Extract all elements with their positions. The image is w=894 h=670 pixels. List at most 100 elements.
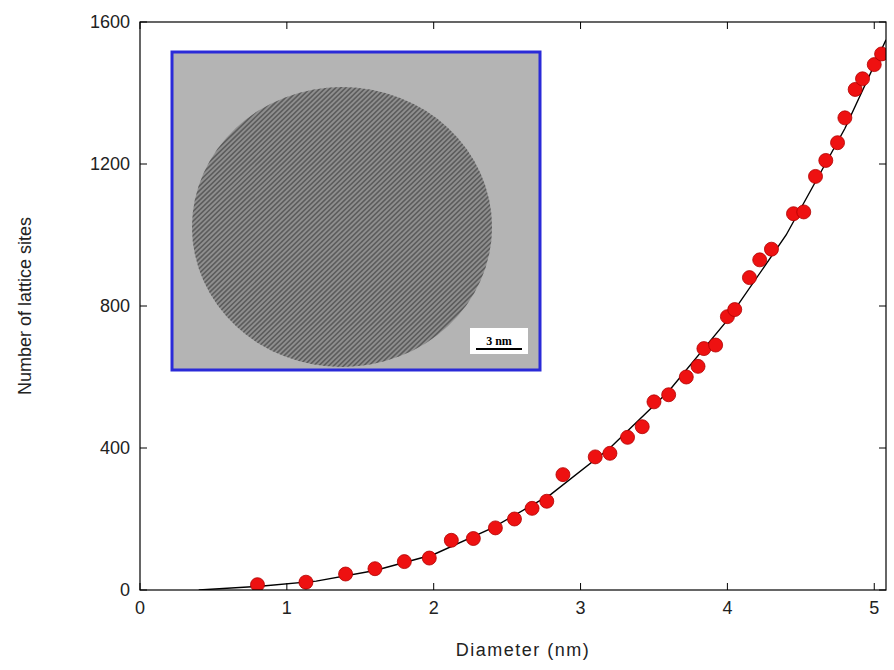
lattice-line xyxy=(372,72,692,382)
y-tick xyxy=(140,590,147,591)
data-point xyxy=(709,338,723,352)
data-point xyxy=(875,47,886,61)
x-tick-top xyxy=(433,22,434,29)
x-tick-label: 2 xyxy=(429,598,439,618)
lattice-line xyxy=(437,72,757,382)
lattice-line xyxy=(187,72,507,382)
chart: 3 nm012345040080012001600Diameter (nm)Nu… xyxy=(0,0,894,670)
data-point xyxy=(691,359,705,373)
data-point xyxy=(621,430,635,444)
data-point xyxy=(397,555,411,569)
x-tick xyxy=(874,583,875,590)
data-point xyxy=(679,370,693,384)
data-point xyxy=(422,551,436,565)
y-tick xyxy=(140,306,147,307)
lattice-line xyxy=(277,72,597,382)
lattice-line xyxy=(342,72,662,382)
x-tick xyxy=(433,583,434,590)
lattice-line xyxy=(217,72,537,382)
lattice-line xyxy=(432,72,752,382)
y-tick xyxy=(140,22,147,23)
data-point xyxy=(662,388,676,402)
lattice-line xyxy=(0,72,247,382)
fit-line xyxy=(199,40,886,590)
lattice-line xyxy=(357,72,677,382)
lattice-line xyxy=(367,72,687,382)
x-tick-label: 3 xyxy=(576,598,586,618)
data-point xyxy=(838,111,852,125)
y-tick-label: 0 xyxy=(120,580,130,600)
lattice-line xyxy=(452,72,772,382)
lattice-line xyxy=(352,72,672,382)
data-point xyxy=(797,205,811,219)
x-tick xyxy=(727,583,728,590)
data-point xyxy=(831,136,845,150)
lattice-line xyxy=(242,72,562,382)
inset-border xyxy=(172,52,540,370)
data-point xyxy=(809,169,823,183)
x-tick xyxy=(580,583,581,590)
data-point xyxy=(466,532,480,546)
lattice-line xyxy=(392,72,712,382)
lattice-line xyxy=(427,72,747,382)
y-tick-right xyxy=(879,590,886,591)
lattice-line xyxy=(197,72,517,382)
lattice-line xyxy=(0,72,242,382)
lattice-line xyxy=(182,72,502,382)
lattice-line xyxy=(207,72,527,382)
lattice-line xyxy=(322,72,642,382)
lattice-line xyxy=(307,72,627,382)
scale-bar-box xyxy=(470,328,528,354)
data-point xyxy=(556,468,570,482)
data-point xyxy=(764,242,778,256)
lattice xyxy=(0,72,797,382)
data-point xyxy=(507,512,521,526)
lattice-line xyxy=(0,72,252,382)
x-tick-top xyxy=(286,22,287,29)
lattice-line xyxy=(237,72,557,382)
lattice-line xyxy=(332,72,652,382)
lattice-line xyxy=(412,72,732,382)
data-point xyxy=(250,578,264,590)
axes: 012345040080012001600 xyxy=(90,12,886,618)
lattice-line xyxy=(457,72,777,382)
lattice-line xyxy=(227,72,547,382)
x-tick-label: 0 xyxy=(135,598,145,618)
lattice-line xyxy=(382,72,702,382)
lattice-line xyxy=(422,72,742,382)
data-point xyxy=(540,494,554,508)
lattice-line xyxy=(397,72,717,382)
data-point xyxy=(339,567,353,581)
x-tick-label: 4 xyxy=(722,598,732,618)
lattice-line xyxy=(257,72,577,382)
x-tick-top xyxy=(580,22,581,29)
lattice-line xyxy=(0,72,257,382)
data-point xyxy=(742,271,756,285)
x-tick xyxy=(286,583,287,590)
lattice-line xyxy=(337,72,657,382)
lattice-line xyxy=(252,72,572,382)
data-point xyxy=(588,450,602,464)
x-tick-top xyxy=(874,22,875,29)
data-point xyxy=(635,420,649,434)
lattice-line xyxy=(287,72,607,382)
x-tick xyxy=(140,583,141,590)
y-tick-label: 400 xyxy=(100,438,130,458)
lattice-line xyxy=(177,72,497,382)
lattice-line xyxy=(0,72,287,382)
x-axis-title: Diameter (nm) xyxy=(456,640,591,660)
inset-image: 3 nm xyxy=(0,52,797,382)
lattice-line xyxy=(467,72,787,382)
lattice-line xyxy=(402,72,722,382)
scale-bar xyxy=(476,348,522,350)
lattice-line xyxy=(317,72,637,382)
data-point xyxy=(525,501,539,515)
lattice-line xyxy=(297,72,617,382)
y-tick-label: 1200 xyxy=(90,154,130,174)
lattice-line xyxy=(247,72,567,382)
y-tick-right xyxy=(879,164,886,165)
plot-frame xyxy=(140,22,886,590)
lattice-line xyxy=(262,72,582,382)
data-point xyxy=(647,395,661,409)
x-tick-label: 5 xyxy=(869,598,879,618)
